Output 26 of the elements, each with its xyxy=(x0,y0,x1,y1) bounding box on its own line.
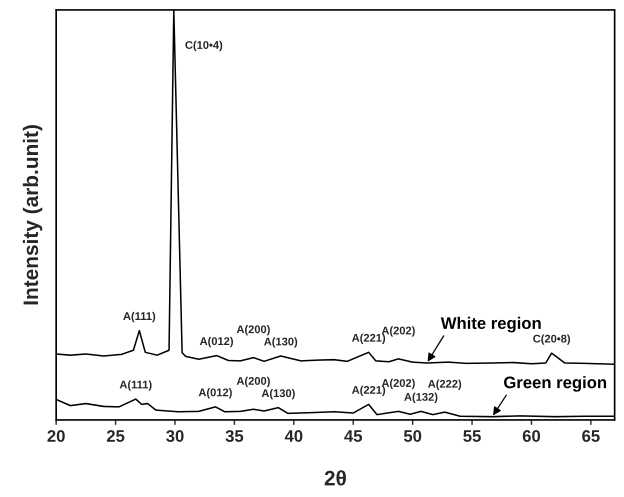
x-tick-label: 20 xyxy=(47,430,65,442)
series-label: White region xyxy=(440,316,541,332)
annotation: C(10•4) xyxy=(185,40,222,52)
annotation: C(20•8) xyxy=(533,334,570,345)
annotation: A(130) xyxy=(264,337,298,348)
x-tick-label: 30 xyxy=(166,430,184,442)
annotation: A(012) xyxy=(200,336,234,348)
annotation: A(130) xyxy=(262,388,295,400)
x-tick-label: 40 xyxy=(284,430,302,442)
annotation: A(200) xyxy=(236,376,270,388)
annotation: A(132) xyxy=(404,392,438,404)
x-tick-label: 65 xyxy=(582,430,600,442)
x-tick-label: 25 xyxy=(106,430,124,442)
x-tick-label: 35 xyxy=(226,430,244,442)
annotation: A(111) xyxy=(120,380,152,391)
annotation: A(200) xyxy=(236,325,270,336)
annotation: A(111) xyxy=(123,312,156,322)
series-label: Green region xyxy=(504,376,606,392)
annotation: A(222) xyxy=(428,380,462,390)
x-tick-label: 50 xyxy=(404,430,422,442)
y-axis-title: Intensity (arb.unit) xyxy=(22,125,42,304)
x-axis-title: 2θ xyxy=(324,470,346,486)
x-tick-label: 60 xyxy=(522,430,540,442)
x-tick-label: 55 xyxy=(463,430,481,442)
x-tick-label: 45 xyxy=(344,430,362,442)
annotation: A(012) xyxy=(198,388,232,399)
